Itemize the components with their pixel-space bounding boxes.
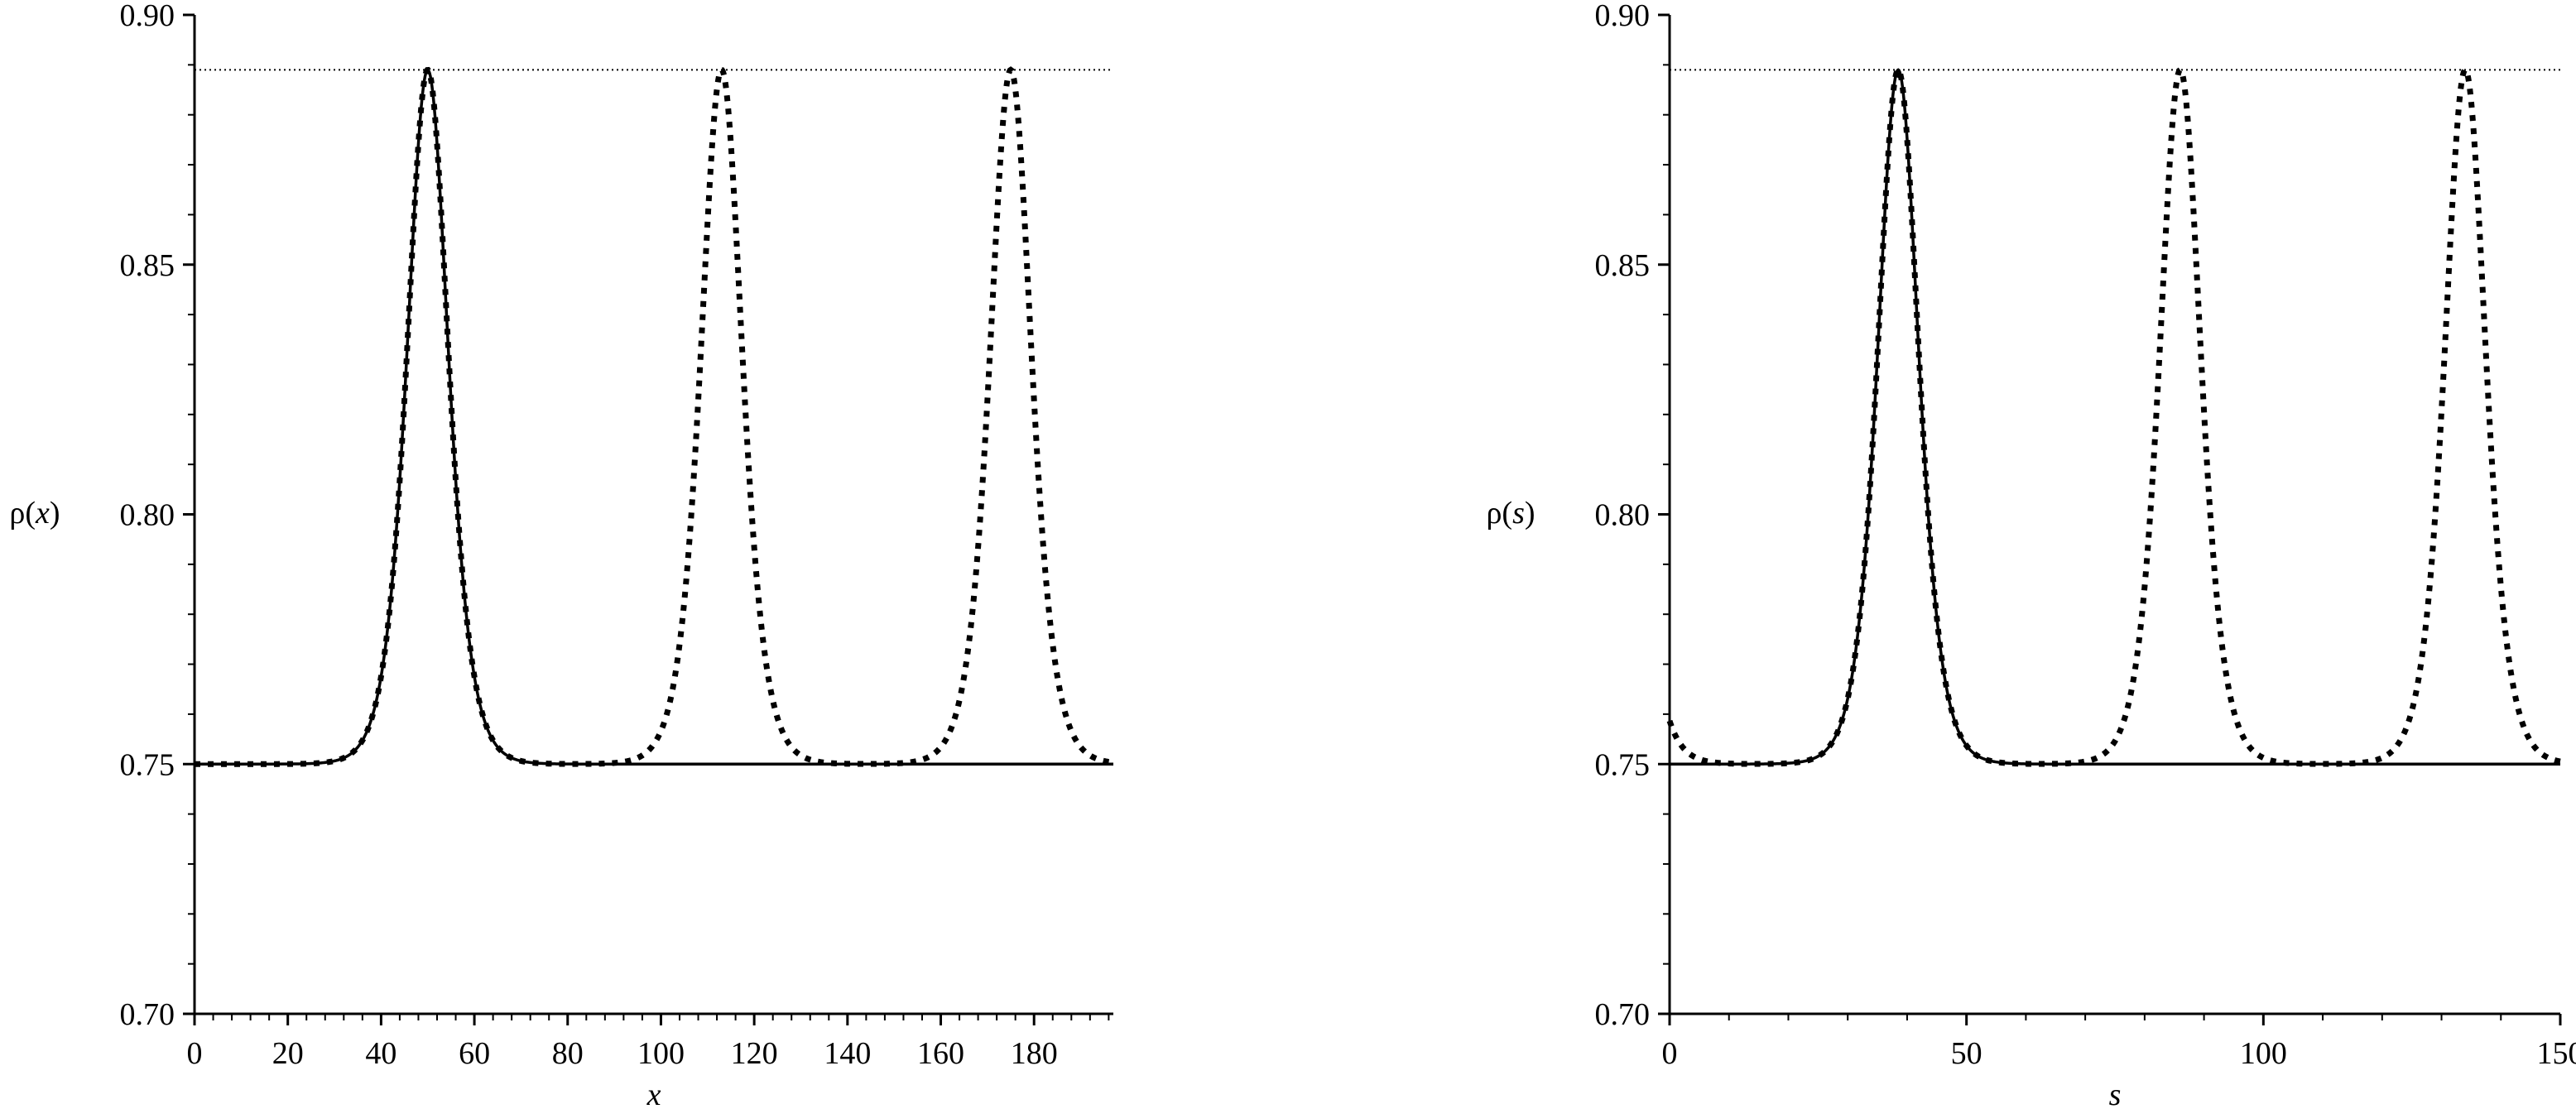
y-axis-label-func: ρ( [1486,496,1512,530]
y-axis-label-close: ) [50,496,60,530]
y-axis-label-func: ρ( [9,496,36,530]
y-axis-label: ρ(x) [9,496,60,530]
x-tick-label: 140 [824,1036,871,1071]
x-tick-label: 80 [552,1036,584,1071]
y-tick-label: 0.80 [1595,498,1651,533]
y-axis-label-close: ) [1525,496,1536,530]
series-dotted-line [195,66,1114,767]
y-tick-label: 0.90 [1595,0,1651,33]
y-tick-label: 0.80 [120,498,175,533]
x-tick-label: 160 [917,1036,964,1071]
y-tick-label: 0.70 [120,997,175,1032]
y-tick-label: 0.85 [1595,248,1651,283]
y-tick-label: 0.75 [120,747,175,782]
x-tick-label: 100 [637,1036,685,1071]
x-tick-label: 50 [1951,1036,1982,1071]
x-tick-label: 120 [731,1036,778,1071]
y-axis-label: ρ(s) [1486,496,1535,530]
y-tick-label: 0.85 [120,248,175,283]
series-solid-line [195,68,1113,766]
left-chart-panel: 0.70 0.75 0.80 0.85 0.90 0 20 40 60 80 100 120 140 16… [9,0,1114,1109]
y-axis-label-var: x [35,496,50,530]
x-tick-label: 0 [1662,1036,1678,1071]
x-tick-label: 150 [2537,1036,2576,1071]
y-tick-label: 0.70 [1595,997,1651,1032]
y-tick-label: 0.75 [1595,747,1651,782]
x-axis-label: s [2109,1078,2122,1109]
x-tick-label: 100 [2240,1036,2287,1071]
x-tick-label: 40 [365,1036,396,1071]
x-tick-label: 60 [459,1036,490,1071]
y-axis-label-var: s [1512,496,1525,530]
x-axis-label: x [646,1078,661,1109]
y-tick-label: 0.90 [120,0,175,33]
series-solid-line [1670,68,2560,766]
x-tick-label: 180 [1011,1036,1058,1071]
x-tick-label: 20 [272,1036,304,1071]
series-dotted-line [1666,66,2561,767]
x-tick-label: 0 [187,1036,203,1071]
